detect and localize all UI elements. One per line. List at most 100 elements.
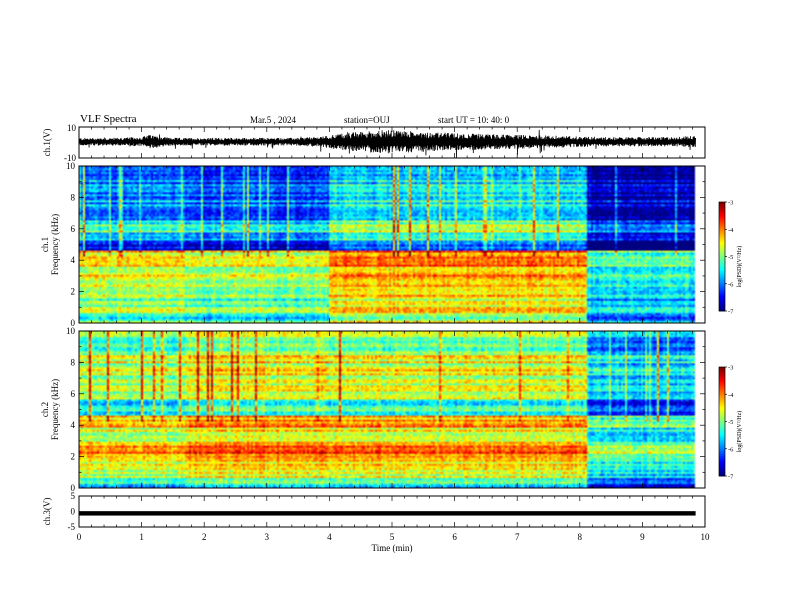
spectrogram-ch2-colorbar-swatch <box>719 436 725 439</box>
x-tick-label: 8 <box>578 532 583 542</box>
spectrogram-ch1-colorbar-swatch <box>719 202 725 205</box>
spectrogram-ch1-colorbar-swatch <box>719 203 725 207</box>
spectrogram-ch2-colorbar-swatch <box>719 368 725 372</box>
spectrogram-ch2-colorbar-swatch <box>719 374 725 377</box>
spectrogram-ch2-colorbar-swatch <box>719 401 725 404</box>
spectrogram-ch2-colorbar-swatch <box>719 386 725 390</box>
spectrogram-ch2-colorbar-swatch <box>719 452 725 455</box>
spectrogram-ch1-colorbar-swatch <box>719 212 725 216</box>
spectrogram-ch1-colorbar-swatch <box>719 221 725 225</box>
spectrogram-ch1-colorbar-swatch <box>719 229 725 232</box>
spectrogram-ch1-colorbar-tick-label: -3 <box>728 200 733 207</box>
spectrogram-ch1-colorbar-swatch <box>719 280 725 283</box>
spectrogram-ch2-colorbar-swatch <box>719 376 725 379</box>
ch3-ytick-label: -5 <box>68 522 76 532</box>
spectrogram-ch2-colorbar-swatch <box>719 470 725 473</box>
spectrogram-ch1-colorbar-swatch <box>719 236 725 239</box>
spectrogram-ch1-ytick-label: 10 <box>66 161 76 171</box>
spectrogram-ch1-colorbar-swatch <box>719 218 725 221</box>
spectrogram-ch1-colorbar-swatch <box>719 298 725 301</box>
spectrogram-ch2-colorbar-swatch <box>719 468 725 471</box>
spectrogram-ch1-ylabel: ch.1Frequency (kHz) <box>40 214 60 275</box>
spectrogram-ch2-colorbar-swatch <box>719 410 725 413</box>
spectrogram-ch2-colorbar-swatch <box>719 428 725 431</box>
spectrogram-ch2-colorbar-swatch <box>719 466 725 470</box>
ch3-ytick-label: 5 <box>71 491 76 501</box>
x-tick-label: 6 <box>452 532 457 542</box>
spectrogram-ch1-colorbar-swatch <box>719 296 725 299</box>
spectrogram-ch2-colorbar-swatch <box>719 419 725 422</box>
spectrogram-ch2-colorbar-swatch <box>719 454 725 457</box>
spectrogram-ch1-colorbar-swatch <box>719 227 725 230</box>
spectrogram-ch2-ytick-label: 0 <box>71 483 76 493</box>
spectrogram-ch1-colorbar-swatch <box>719 301 725 305</box>
spectrogram-ch2-colorbar-swatch <box>719 448 725 451</box>
spectrogram-ch2-colorbar-tick-label: -5 <box>728 419 733 426</box>
spectrogram-ch2-colorbar-label: log(PSD)(V²/Hz) <box>736 411 743 452</box>
spectrogram-ch2-colorbar-tick-label: -4 <box>728 392 734 399</box>
ch1-ytick-label: 10 <box>67 123 77 133</box>
spectrogram-ch1-colorbar-tick-label: -7 <box>728 309 734 316</box>
x-tick-label: 5 <box>390 532 395 542</box>
spectrogram-ch2-colorbar-swatch <box>719 414 725 417</box>
spectrogram-ch2-ytick-label: 6 <box>71 389 76 399</box>
spectrogram-ch1-ytick-label: 8 <box>71 192 76 202</box>
spectrogram-ch1-colorbar-swatch <box>719 241 725 245</box>
spectrogram-ch1-colorbar-swatch <box>719 267 725 270</box>
spectrogram-ch2-colorbar-swatch <box>719 383 725 386</box>
spectrogram-ch2-colorbar-swatch <box>719 388 725 392</box>
spectrogram-ch1-colorbar-swatch <box>719 305 725 308</box>
spectrogram-ch1-ytick-label: 6 <box>71 224 76 234</box>
spectrogram-ch1-colorbar-swatch <box>719 292 725 296</box>
spectrogram-ch1-colorbar-swatch <box>719 265 725 268</box>
spectrogram-ch1-colorbar-swatch <box>719 272 725 276</box>
spectrogram-ch1-colorbar-swatch <box>719 300 725 303</box>
spectrogram-ch2-colorbar-swatch <box>719 425 725 428</box>
spectrogram-ch2-ylabel: ch.2Frequency (kHz) <box>40 379 60 440</box>
spectrogram-ch1-colorbar-label: log(PSD)(V²/Hz) <box>736 246 743 287</box>
x-tick-label: 10 <box>701 532 711 542</box>
spectrogram-ch2-colorbar-swatch <box>719 461 725 464</box>
spectrogram-ch1-colorbar-swatch <box>719 214 725 217</box>
figure-title: VLF Spectra <box>80 113 137 125</box>
spectrogram-ch1-heatmap <box>79 166 705 323</box>
spectrogram-ch2-colorbar-swatch <box>719 408 725 411</box>
spectrogram-ch2-colorbar-swatch <box>719 441 725 444</box>
spectrogram-ch2-colorbar-swatch <box>719 403 725 406</box>
spectrogram-ch2-colorbar-swatch <box>719 430 725 433</box>
spectrogram-ch2-ytick-label: 2 <box>71 452 76 462</box>
spectrogram-ch2-colorbar-swatch <box>719 390 725 393</box>
date-label: Mar.5 , 2024 <box>250 115 296 125</box>
spectrogram-ch1-colorbar-swatch <box>719 307 725 310</box>
spectrogram-ch1-colorbar-tick-label: -6 <box>728 281 734 288</box>
spectrogram-ch2-colorbar-tick-label: -6 <box>728 446 734 453</box>
spectrogram-ch2-colorbar-swatch <box>719 406 725 410</box>
spectrogram-ch1-colorbar-swatch <box>719 205 725 208</box>
ch1-waveform-ylabel: ch.1(V) <box>42 129 52 157</box>
start-time-label: start UT = 10: 40: 0 <box>438 115 510 125</box>
spectrogram-ch2-colorbar-swatch <box>719 379 725 382</box>
spectrogram-ch1-colorbar-swatch <box>719 231 725 234</box>
ch3-waveform-ylabel: ch.3(V) <box>42 498 52 526</box>
spectrogram-ch1-colorbar-swatch <box>719 234 725 237</box>
ch1-ytick-label: -10 <box>64 153 76 163</box>
spectrogram-ch2-ytick-label: 8 <box>71 357 76 367</box>
spectrogram-ch2-colorbar-swatch <box>719 372 725 375</box>
spectrogram-ch1-colorbar-swatch <box>719 289 725 292</box>
spectrogram-ch2-colorbar-swatch <box>719 385 725 388</box>
spectrogram-ch2-colorbar-swatch <box>719 377 725 381</box>
x-tick-label: 1 <box>139 532 144 542</box>
spectrogram-ch2-colorbar-tick-label: -3 <box>728 365 733 372</box>
spectrogram-ch2-colorbar-swatch <box>719 472 725 475</box>
spectrogram-ch1-colorbar-swatch <box>719 281 725 285</box>
spectrogram-ch2-colorbar-swatch <box>719 456 725 459</box>
spectrogram-ch2-colorbar-swatch <box>719 397 725 401</box>
spectrogram-ch1-colorbar-swatch <box>719 225 725 228</box>
spectrogram-ch2-colorbar-swatch <box>719 426 725 430</box>
spectrogram-ch2-colorbar-swatch <box>719 445 725 448</box>
spectrogram-ch1-colorbar-tick-label: -4 <box>728 227 734 234</box>
spectrogram-ch2-colorbar-swatch <box>719 421 725 424</box>
spectrogram-ch1-colorbar-swatch <box>719 238 725 241</box>
spectrogram-ch1-colorbar-swatch <box>719 240 725 243</box>
